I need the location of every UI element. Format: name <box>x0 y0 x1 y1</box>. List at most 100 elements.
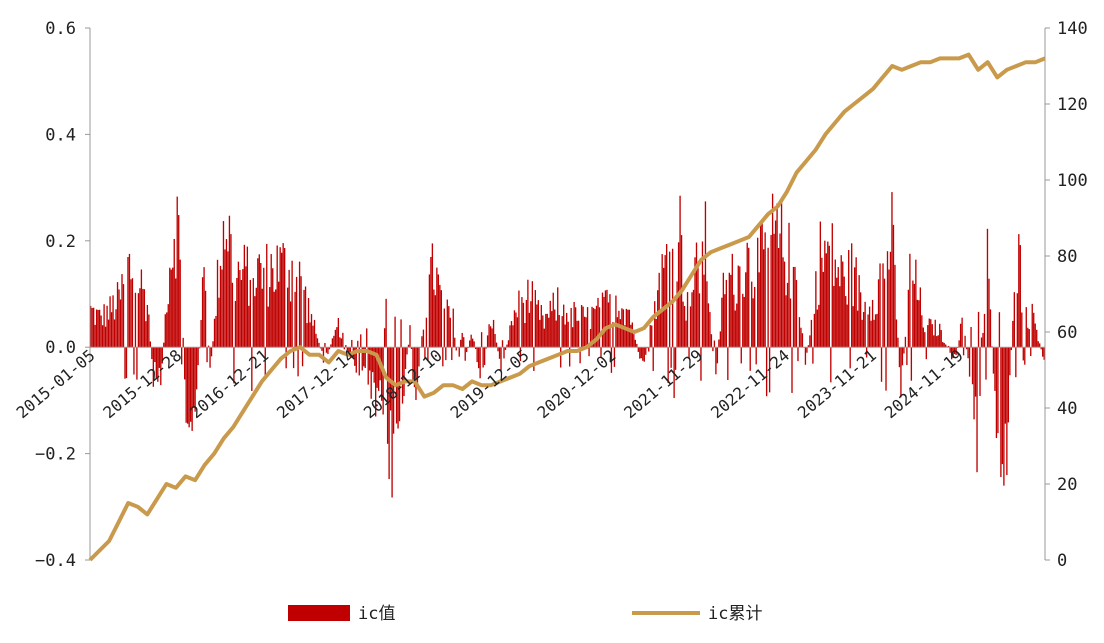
ic-bar <box>958 340 959 347</box>
left-tick-label: −0.4 <box>35 551 76 571</box>
ic-bar <box>366 328 367 347</box>
ic-bar <box>517 317 518 347</box>
ic-bar <box>491 328 492 347</box>
ic-bar <box>903 347 904 353</box>
ic-bar <box>253 278 254 347</box>
ic-bar <box>978 312 979 347</box>
ic-bar <box>861 320 862 347</box>
ic-bar <box>726 280 727 347</box>
ic-bar <box>463 337 464 347</box>
ic-bar <box>94 325 95 347</box>
ic-bar <box>829 246 830 347</box>
ic-bar <box>999 312 1000 347</box>
ic-bar <box>312 326 313 348</box>
ic-bar <box>896 319 897 347</box>
ic-bar <box>168 304 169 347</box>
ic-bar <box>529 313 530 347</box>
ic-bar <box>970 327 971 347</box>
ic-bar <box>935 320 936 347</box>
ic-bar <box>984 314 985 347</box>
ic-bar <box>551 311 552 347</box>
ic-bar <box>196 347 197 389</box>
ic-bar <box>1027 328 1028 347</box>
ic-bar <box>269 287 270 347</box>
ic-bar <box>565 325 566 348</box>
ic-bar <box>247 247 248 348</box>
ic-bar <box>733 295 734 348</box>
ic-bar <box>150 341 151 347</box>
ic-bar <box>244 245 245 347</box>
ic-bar <box>887 251 888 347</box>
ic-bar <box>193 347 194 408</box>
ic-bar <box>120 299 121 347</box>
ic-bar <box>324 343 325 347</box>
ic-bar <box>496 343 497 348</box>
ic-bar <box>180 260 181 348</box>
ic-bar <box>920 287 921 347</box>
ic-bar <box>563 305 564 348</box>
left-tick-label: 0.4 <box>45 125 76 145</box>
ic-bar <box>135 293 136 347</box>
ic-bar <box>132 278 133 347</box>
ic-bar <box>250 280 251 347</box>
ic-bar <box>800 328 801 347</box>
legend-label-ic: ic值 <box>358 604 395 624</box>
ic-bar <box>687 292 688 347</box>
ic-bar <box>230 234 231 347</box>
ic-bar <box>811 320 812 347</box>
ic-bar <box>712 347 713 351</box>
ic-bar <box>909 254 910 347</box>
ic-bar <box>556 321 557 348</box>
ic-bar <box>121 274 122 347</box>
ic-bar <box>1036 330 1037 347</box>
ic-bar <box>372 347 373 372</box>
ic-bar <box>821 258 822 347</box>
ic-bar <box>426 318 427 348</box>
ic-bar <box>939 324 940 347</box>
ic-bar <box>705 201 706 347</box>
ic-bar <box>272 268 273 347</box>
ic-bar <box>336 327 337 347</box>
ic-bar <box>278 282 279 348</box>
ic-bar <box>102 325 103 347</box>
ic-bar <box>297 347 298 376</box>
ic-bar <box>967 347 968 358</box>
ic-bar <box>447 300 448 348</box>
ic-bar <box>515 312 516 347</box>
ic-bar <box>300 276 301 347</box>
ic-bar <box>277 245 278 347</box>
ic-bar <box>303 290 304 347</box>
ic-cumulative-line <box>90 55 1045 560</box>
ic-bar <box>845 296 846 347</box>
ic-bar <box>112 295 113 347</box>
ic-bar <box>994 347 995 391</box>
ic-bar <box>175 278 176 347</box>
ic-bar <box>429 274 430 347</box>
ic-bar <box>151 347 152 359</box>
ic-bar <box>218 298 219 348</box>
ic-bar <box>169 268 170 347</box>
ic-bar <box>630 325 631 347</box>
ic-bar <box>723 273 724 347</box>
ic-bar <box>827 242 828 348</box>
ic-bar <box>917 300 918 347</box>
ic-bar <box>902 347 903 365</box>
ic-bar <box>142 289 143 347</box>
ic-bar <box>969 347 970 376</box>
ic-bar <box>826 253 827 347</box>
ic-bar <box>291 261 292 347</box>
ic-bar <box>183 338 184 347</box>
ic-bar <box>1033 313 1034 347</box>
ic-bar <box>490 326 491 347</box>
ic-bar <box>459 347 460 356</box>
left-tick-label: 0.2 <box>45 232 76 252</box>
ic-bar <box>1003 347 1004 485</box>
ic-bar <box>884 279 885 348</box>
ic-bar <box>460 340 461 347</box>
ic-bar <box>745 272 746 347</box>
ic-bar <box>641 347 642 358</box>
ic-bar <box>217 260 218 347</box>
ic-bar <box>281 253 282 347</box>
ic-bar <box>842 262 843 348</box>
ic-bar <box>709 312 710 347</box>
